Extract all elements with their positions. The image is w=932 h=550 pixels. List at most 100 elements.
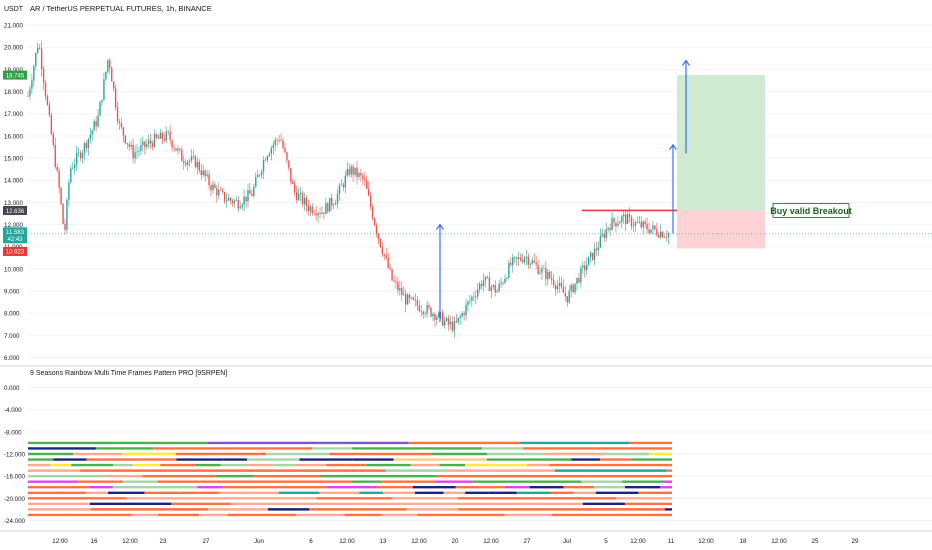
candle-body: [473, 296, 475, 298]
candle-body: [638, 221, 640, 223]
price-pane[interactable]: 21.000 20.000 19.000 18.000 17.000 16.000 15.0…: [3, 23, 932, 362]
candle-body: [420, 311, 422, 312]
candle-body: [478, 283, 481, 290]
symbol-title[interactable]: AR / TetherUS PERPETUAL FUTURES, 1h, BIN…: [30, 4, 212, 13]
candle-body: [62, 203, 64, 224]
candle-body: [449, 321, 452, 325]
candle-body: [595, 248, 598, 251]
candle-body: [210, 185, 212, 191]
candle-body: [537, 264, 539, 274]
candle-body: [367, 188, 370, 196]
indicator-tick-label: -20.000: [4, 496, 26, 503]
candle-body: [116, 107, 119, 122]
candle-body: [570, 284, 572, 291]
candle-body: [126, 142, 128, 145]
candle-body: [155, 134, 158, 138]
candle-body: [383, 254, 385, 256]
candle-body: [617, 223, 619, 227]
candle-body: [486, 276, 489, 278]
candle-body: [484, 276, 487, 281]
candle-body: [465, 304, 467, 316]
candle-body: [294, 183, 296, 193]
candle-body: [264, 160, 267, 161]
candle-body: [258, 174, 261, 176]
candle-body: [40, 48, 43, 70]
candle-body: [632, 225, 635, 227]
candle-body: [556, 285, 559, 290]
candle-body: [138, 150, 140, 152]
candle-body: [471, 296, 473, 301]
candle-body: [352, 166, 354, 175]
candle-body: [52, 134, 55, 145]
candle-body: [613, 218, 615, 223]
candle-body: [517, 257, 520, 259]
drawings[interactable]: Buy valid Breakout: [436, 59, 852, 323]
candle-body: [366, 180, 368, 189]
candle-body: [120, 122, 123, 128]
candle-body: [175, 148, 177, 151]
candle-body: [658, 234, 660, 238]
candle-body: [387, 257, 389, 268]
breakout-annotation[interactable]: Buy valid Breakout: [770, 203, 852, 218]
candle-body: [268, 154, 271, 157]
candle-body: [58, 170, 60, 188]
candle-body: [508, 262, 510, 279]
time-axis[interactable]: 12:00 16 12:00 23 27 Jun 6 12:00 13 12:00 20 12:00 2…: [52, 538, 859, 545]
candle-body: [609, 227, 611, 231]
candle-body: [461, 313, 463, 317]
price-tick-label: 19.000: [4, 67, 23, 74]
candle-body: [50, 115, 53, 135]
indicator-axis[interactable]: 0.000 -4.000 -8.000 -12.000 -16.000 -20.000 -2…: [4, 385, 26, 525]
candle-body: [83, 143, 86, 153]
candle-body: [440, 312, 442, 314]
candle-body: [397, 282, 399, 291]
candle-body: [640, 221, 642, 228]
candle-body: [615, 222, 617, 227]
candle-body: [260, 171, 263, 175]
price-tick-label: 20.000: [4, 45, 23, 52]
candle-body: [184, 163, 187, 165]
candle-body: [99, 102, 101, 116]
candle-body: [490, 286, 493, 291]
candle-body: [130, 144, 132, 147]
candle-body: [611, 218, 613, 231]
candle-body: [580, 267, 582, 283]
candle-body: [79, 152, 82, 159]
candlestick-series: [27, 41, 670, 339]
loss-zone[interactable]: [677, 210, 765, 249]
candle-body: [502, 282, 504, 284]
indicator-title[interactable]: 9 Seasons Rainbow Multi Time Frames Patt…: [30, 370, 227, 377]
candle-body: [38, 47, 41, 49]
candle-body: [521, 260, 524, 263]
candle-body: [27, 96, 29, 97]
candle-body: [77, 152, 80, 154]
candle-body: [44, 82, 47, 97]
profit-zone[interactable]: [677, 75, 765, 211]
candle-body: [453, 321, 456, 331]
risk-reward-zones[interactable]: [28, 75, 932, 249]
candle-body: [504, 278, 506, 283]
candle-body: [161, 132, 164, 140]
indicator-pane[interactable]: 0.000 -4.000 -8.000 -12.000 -16.000 -20.000 -2…: [4, 385, 932, 525]
candle-body: [356, 167, 358, 177]
candle-body: [159, 132, 162, 139]
candle-body: [650, 229, 652, 233]
candle-body: [381, 247, 384, 255]
candle-body: [251, 193, 253, 196]
candle-body: [560, 282, 563, 287]
time-tick-label: 27: [524, 538, 531, 545]
candle-body: [196, 161, 199, 168]
candle-body: [218, 189, 220, 196]
candle-body: [593, 248, 596, 260]
candle-body: [280, 139, 282, 141]
candle-body: [597, 247, 600, 251]
candle-body: [311, 206, 313, 214]
candle-body: [101, 99, 103, 103]
candle-body: [441, 312, 444, 326]
annotation-text: Buy valid Breakout: [770, 206, 852, 216]
candle-body: [564, 293, 567, 297]
candle-body: [523, 257, 526, 263]
candle-body: [414, 299, 417, 301]
